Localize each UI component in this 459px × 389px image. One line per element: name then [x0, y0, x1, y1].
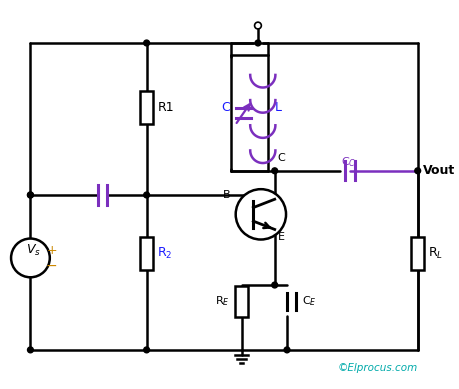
Text: C$_E$: C$_E$ — [302, 294, 317, 308]
Circle shape — [143, 192, 149, 198]
Text: R$_E$: R$_E$ — [215, 294, 230, 308]
Circle shape — [284, 347, 289, 353]
Circle shape — [235, 189, 285, 240]
Circle shape — [11, 238, 50, 277]
Text: C$_C$: C$_C$ — [341, 155, 356, 169]
Text: C: C — [277, 153, 285, 163]
Text: ©Elprocus.com: ©Elprocus.com — [337, 363, 417, 373]
Circle shape — [254, 22, 261, 29]
Circle shape — [28, 192, 33, 198]
Circle shape — [28, 192, 33, 198]
Bar — [235, 286, 247, 317]
Bar — [140, 91, 152, 124]
Text: $V_s$: $V_s$ — [26, 243, 41, 258]
Text: R1: R1 — [157, 102, 174, 114]
Text: E: E — [277, 232, 284, 242]
Bar — [140, 237, 152, 270]
Circle shape — [271, 282, 277, 288]
Text: C: C — [221, 102, 230, 114]
Circle shape — [28, 347, 33, 353]
Text: R$_2$: R$_2$ — [157, 245, 172, 261]
Text: L: L — [274, 102, 281, 114]
Text: B: B — [223, 190, 230, 200]
Circle shape — [143, 347, 149, 353]
Bar — [410, 237, 423, 270]
Text: R$_L$: R$_L$ — [427, 245, 442, 261]
Circle shape — [271, 168, 277, 173]
Circle shape — [254, 40, 260, 46]
Text: +: + — [46, 244, 57, 257]
Circle shape — [143, 40, 149, 46]
Circle shape — [414, 168, 420, 173]
Text: −: − — [46, 259, 57, 273]
Text: Vout: Vout — [422, 164, 454, 177]
